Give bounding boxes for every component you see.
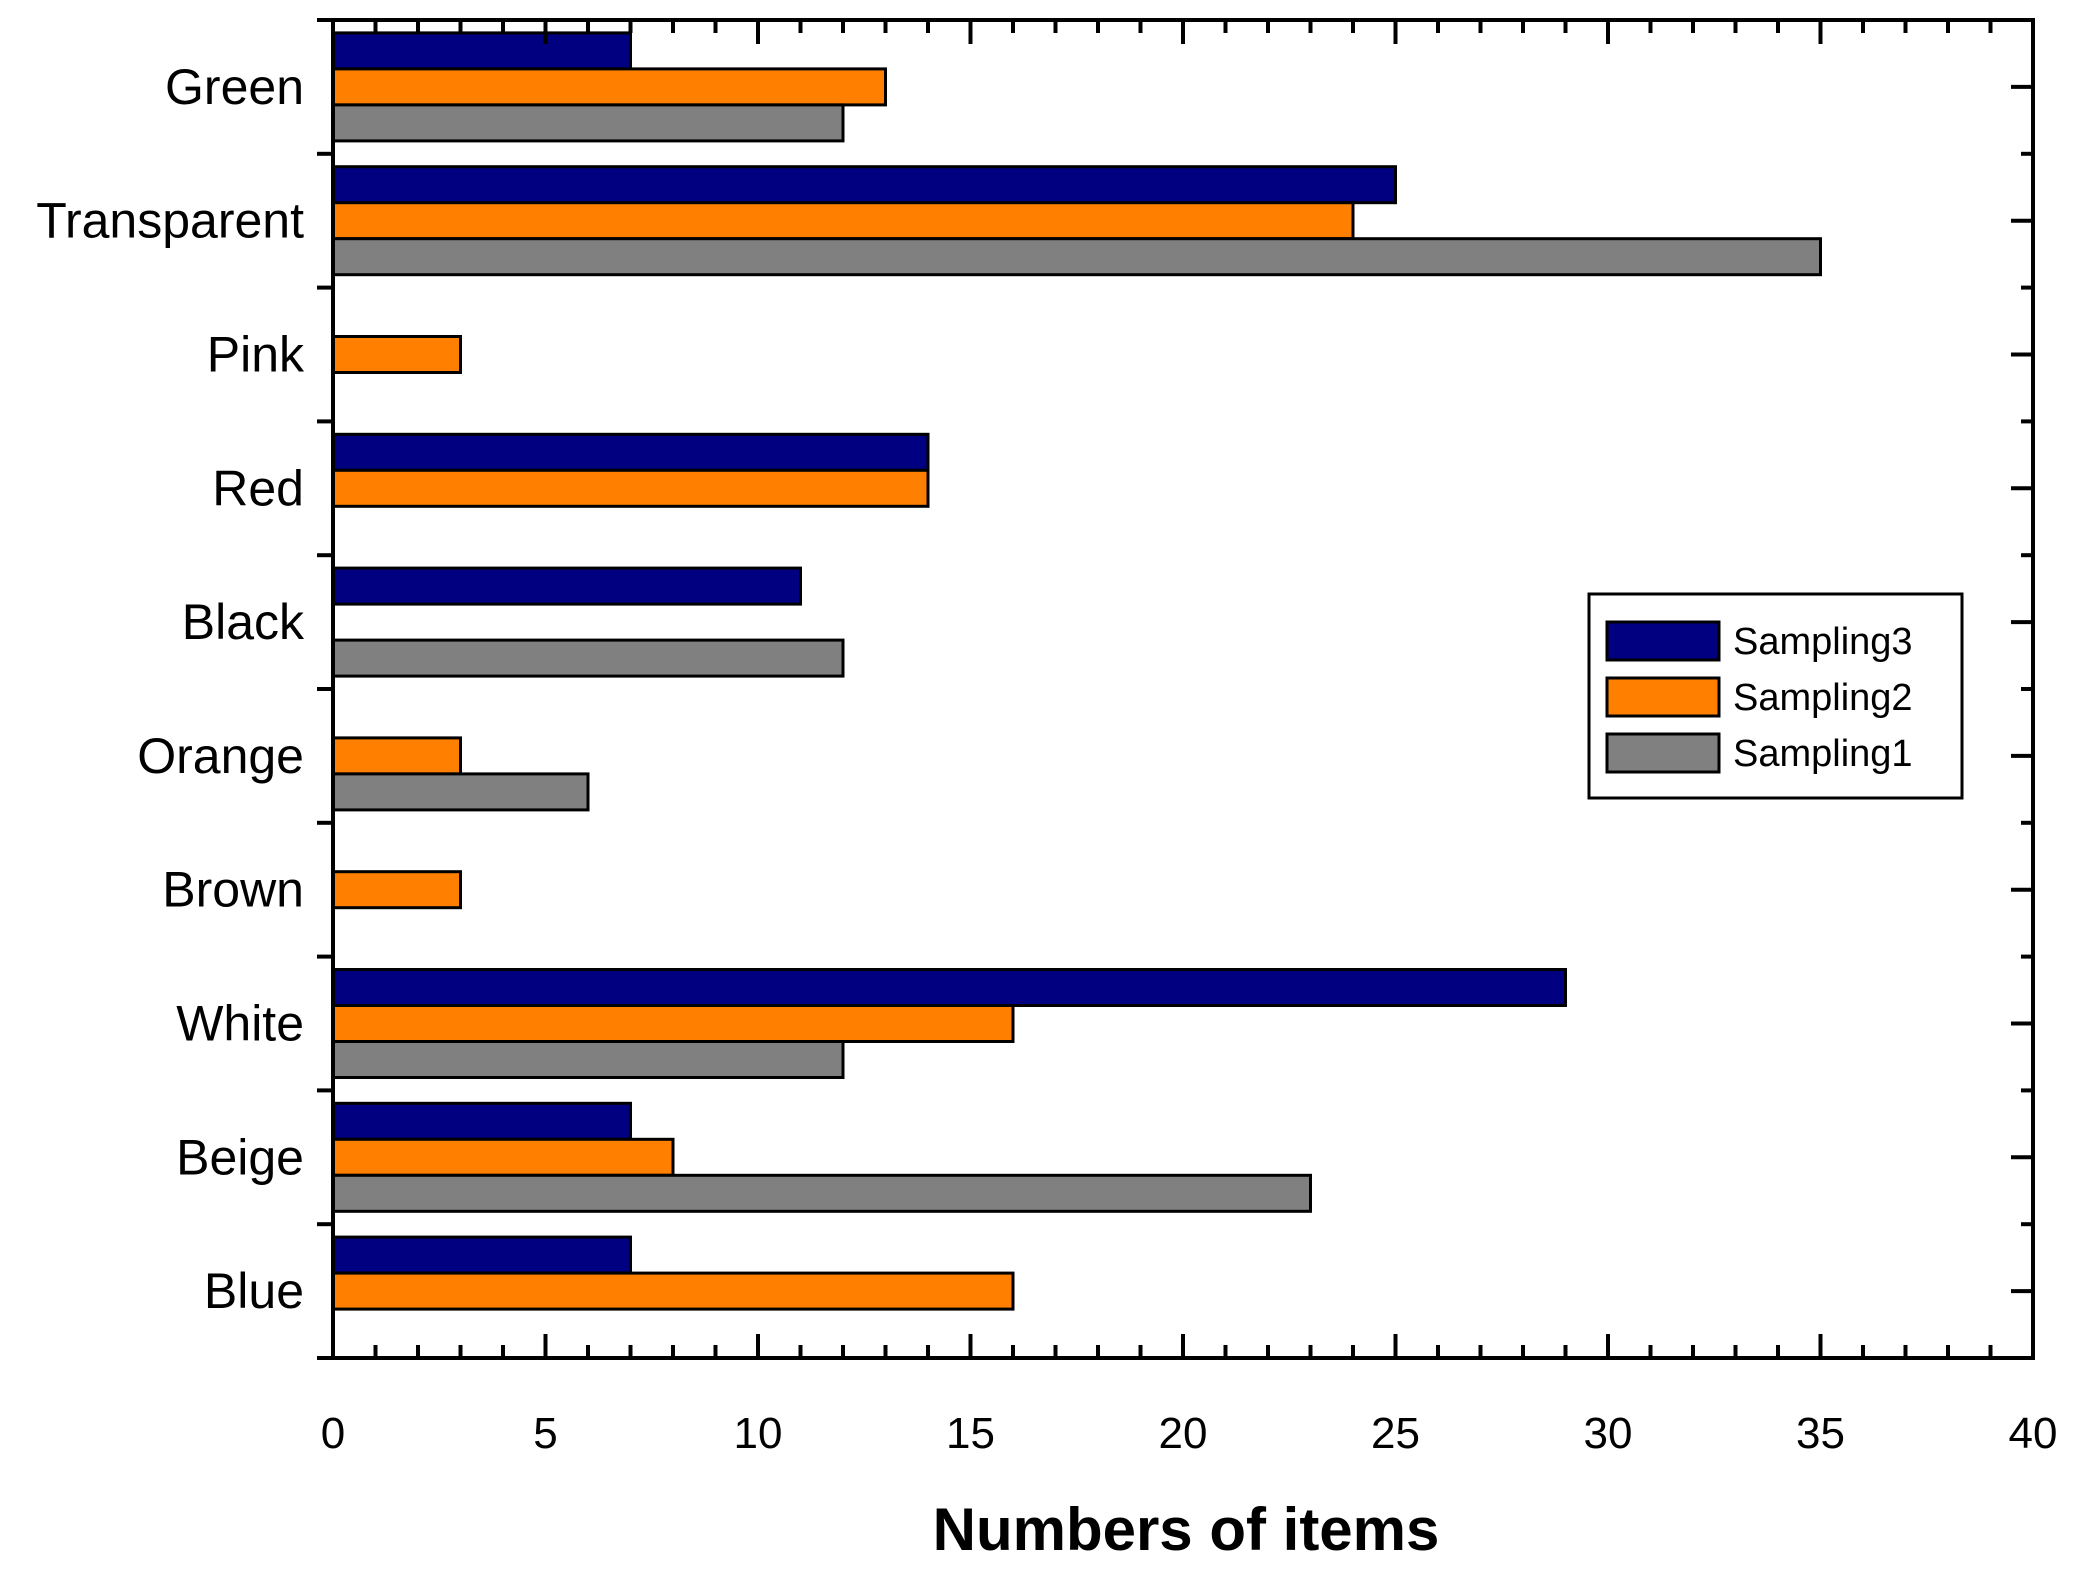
bar-sampling2-transparent: [331, 201, 1355, 241]
x-tick-label: 25: [1371, 1409, 1420, 1458]
category-label-blue: Blue: [204, 1263, 304, 1319]
bar-sampling2-blue: [331, 1271, 1015, 1311]
bar-sampling2-green: [331, 67, 887, 107]
bar-sampling1-transparent: [331, 237, 1822, 277]
bar-sampling2-white: [331, 1004, 1015, 1043]
bar-sampling1-green: [331, 103, 845, 143]
category-label-transparent: Transparent: [36, 193, 304, 249]
category-label-red: Red: [212, 460, 304, 516]
x-axis-title: Numbers of items: [933, 1496, 1440, 1563]
bar-sampling3-beige: [331, 1101, 632, 1141]
x-tick-label: 0: [321, 1409, 345, 1458]
category-label-brown: Brown: [162, 862, 304, 918]
category-label-black: Black: [182, 594, 305, 650]
category-label-green: Green: [165, 59, 304, 115]
bar-sampling3-red: [331, 432, 930, 472]
legend-label-sampling3: Sampling3: [1733, 621, 1913, 663]
legend-swatch-sampling2: [1605, 676, 1721, 718]
legend-swatch-sampling1: [1605, 732, 1721, 774]
bar-sampling3-white: [331, 968, 1567, 1007]
x-tick-label: 15: [946, 1409, 995, 1458]
bar-sampling2-orange: [331, 736, 462, 776]
bar-sampling1-black: [331, 638, 845, 678]
x-tick-labels: 0 5 10 15 20 25 30 35 40: [321, 1409, 2058, 1458]
x-tick-label: 30: [1584, 1409, 1633, 1458]
legend-label-sampling1: Sampling1: [1733, 733, 1913, 775]
legend-swatch-sampling3: [1605, 620, 1721, 662]
category-labels: Green Transparent Pink Red Black Orange Brown W…: [36, 59, 305, 1319]
ticks-group: [317, 18, 2035, 1360]
x-tick-label: 20: [1159, 1409, 1208, 1458]
bar-sampling3-blue: [331, 1235, 632, 1275]
legend-label-sampling2: Sampling2: [1733, 677, 1913, 719]
bar-sampling3-transparent: [331, 165, 1397, 205]
legend: Sampling3 Sampling2 Sampling1: [1587, 592, 1964, 800]
bar-sampling2-red: [331, 468, 930, 508]
x-tick-label: 40: [2009, 1409, 2058, 1458]
x-tick-label: 35: [1796, 1409, 1845, 1458]
bar-sampling1-beige: [331, 1173, 1312, 1213]
bars-group: [331, 31, 1822, 1311]
bar-sampling3-black: [331, 566, 802, 606]
bar-sampling3-green: [331, 31, 632, 71]
bar-sampling2-beige: [331, 1137, 675, 1177]
bar-sampling1-white: [331, 1040, 845, 1079]
category-label-beige: Beige: [176, 1129, 304, 1185]
bar-sampling1-orange: [331, 772, 590, 812]
bar-sampling2-brown: [331, 870, 462, 910]
bar-sampling2-pink: [331, 335, 462, 374]
category-label-white: White: [176, 996, 304, 1052]
x-tick-label: 10: [734, 1409, 783, 1458]
category-label-orange: Orange: [137, 728, 304, 784]
x-tick-label: 5: [533, 1409, 557, 1458]
category-label-pink: Pink: [207, 327, 305, 383]
